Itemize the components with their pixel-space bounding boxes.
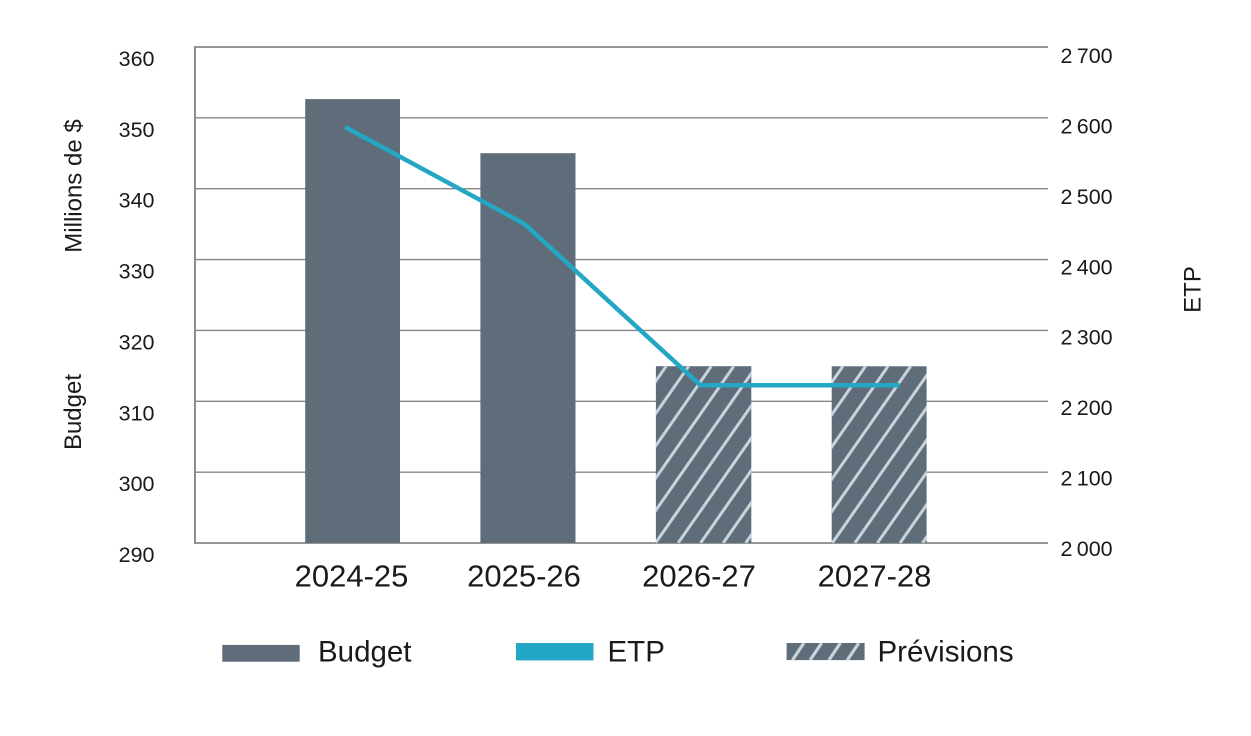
svg-text:2 100: 2 100: [1061, 467, 1113, 491]
svg-text:340: 340: [119, 189, 155, 213]
svg-text:2 000: 2 000: [1061, 537, 1113, 561]
svg-text:2027-28: 2027-28: [818, 559, 932, 594]
svg-text:330: 330: [119, 260, 155, 284]
svg-text:Budget: Budget: [60, 374, 87, 450]
svg-text:2 700: 2 700: [1061, 44, 1113, 68]
svg-text:300: 300: [119, 472, 155, 496]
svg-text:Budget: Budget: [318, 636, 412, 669]
svg-text:2 400: 2 400: [1061, 255, 1113, 279]
svg-text:290: 290: [119, 543, 155, 567]
svg-text:2 600: 2 600: [1061, 114, 1113, 138]
svg-text:2 300: 2 300: [1061, 326, 1113, 350]
svg-text:2025-26: 2025-26: [467, 559, 581, 594]
svg-text:350: 350: [119, 118, 155, 142]
svg-text:Millions de $: Millions de $: [60, 119, 87, 252]
svg-text:2 500: 2 500: [1061, 185, 1113, 209]
svg-text:ETP: ETP: [608, 636, 665, 669]
svg-text:310: 310: [119, 401, 155, 425]
svg-text:360: 360: [119, 47, 155, 71]
svg-text:2024-25: 2024-25: [295, 559, 409, 594]
svg-text:320: 320: [119, 330, 155, 354]
svg-text:Prévisions: Prévisions: [878, 636, 1014, 669]
svg-text:2 200: 2 200: [1061, 396, 1113, 420]
svg-text:ETP: ETP: [1179, 266, 1206, 313]
svg-text:2026-27: 2026-27: [642, 559, 756, 594]
